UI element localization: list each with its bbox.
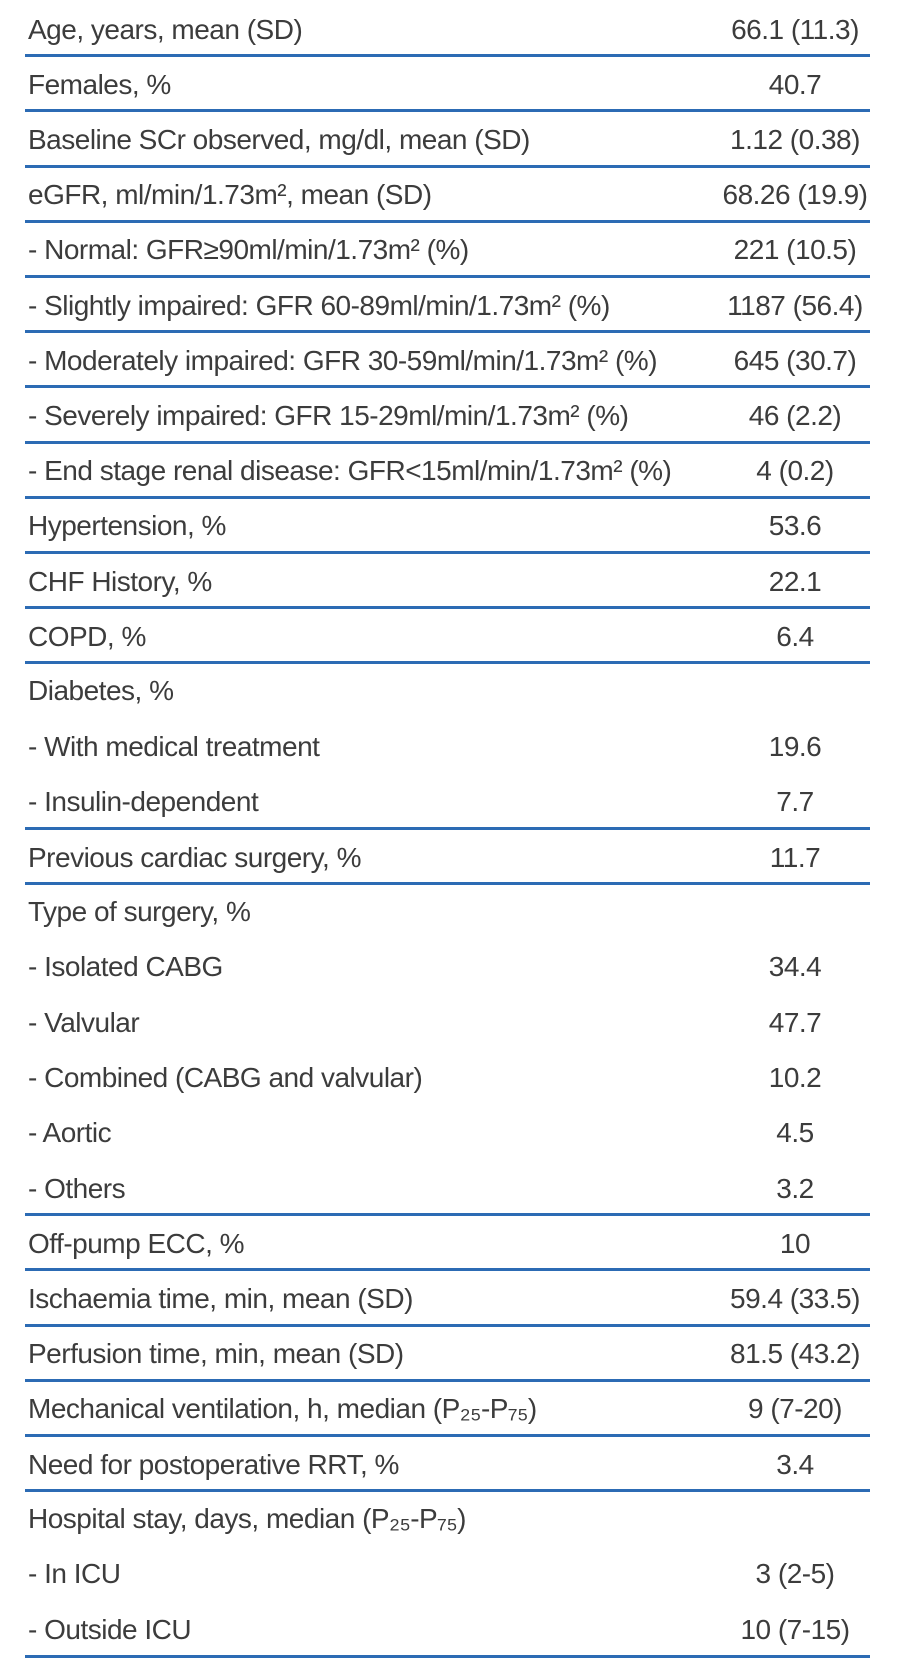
table-row: - Isolated CABG 34.4 — [25, 940, 870, 995]
row-label: Ischaemia time, min, mean (SD) — [28, 1283, 413, 1314]
row-value: 46 (2.2) — [748, 400, 842, 431]
table-row: eGFR, ml/min/1.73m², mean (SD) 68.26 (19… — [25, 168, 870, 223]
row-label: Previous cardiac surgery, % — [28, 841, 362, 873]
table-row: - Severely impaired: GFR 15-29ml/min/1.7… — [25, 388, 870, 444]
row-value: 10 — [779, 1227, 811, 1259]
row-value: 81.5 (43.2) — [730, 1338, 860, 1370]
table-row: - Normal: GFR≥90ml/min/1.73m² (%) 221 (1… — [25, 223, 870, 278]
row-value: 47.7 — [768, 1006, 822, 1038]
row-label: - Combined (CABG and valvular) — [28, 1061, 423, 1093]
table-row: Hypertension, % 53.6 — [25, 499, 870, 554]
table-row: Females, % 40.7 — [25, 57, 870, 113]
row-label: Type of surgery, % — [28, 896, 251, 928]
table-row: Mechanical ventilation, h, median (P₂₅-P… — [25, 1382, 870, 1437]
row-value: 7.7 — [776, 786, 814, 818]
row-label: - Insulin-dependent — [28, 786, 259, 818]
row-value: 11.7 — [769, 841, 821, 873]
table-row: - Insulin-dependent 7.7 — [25, 775, 870, 830]
table-row: - End stage renal disease: GFR<15ml/min/… — [25, 444, 870, 499]
table-row: - Moderately impaired: GFR 30-59ml/min/1… — [25, 333, 870, 389]
row-value: 4 (0.2) — [756, 455, 834, 487]
table-row: - Combined (CABG and valvular) 10.2 — [25, 1051, 870, 1106]
row-label: Females, % — [28, 68, 171, 100]
row-label: - With medical treatment — [28, 730, 320, 762]
row-label: - Moderately impaired: GFR 30-59ml/min/1… — [28, 344, 658, 376]
table-row: Off-pump ECC, % 10 — [25, 1216, 870, 1272]
row-label: - Outside ICU — [28, 1614, 192, 1646]
row-value: 22.1 — [768, 565, 822, 597]
row-value: 1187 (56.4) — [727, 289, 863, 321]
row-label: - Others — [28, 1172, 126, 1204]
row-value: 645 (30.7) — [733, 344, 857, 376]
table-row: Baseline SCr observed, mg/dl, mean (SD) … — [25, 112, 870, 168]
row-label: - Normal: GFR≥90ml/min/1.73m² (%) — [28, 234, 469, 266]
row-value: 59.4 (33.5) — [730, 1283, 860, 1314]
row-label: - Severely impaired: GFR 15-29ml/min/1.7… — [28, 400, 629, 431]
table-row: - Others 3.2 — [25, 1161, 870, 1217]
row-value: 221 (10.5) — [733, 234, 857, 266]
table-row: Hospital stay, days, median (P₂₅-P₇₅) — [25, 1492, 870, 1547]
row-value: 19.6 — [768, 730, 822, 762]
row-value: 68.26 (19.9) — [722, 179, 869, 211]
row-value: 10 (7-15) — [740, 1614, 850, 1646]
row-value: 1.12 (0.38) — [730, 124, 860, 156]
row-label: Hypertension, % — [28, 510, 226, 542]
table-row: Age, years, mean (SD) 66.1 (11.3) — [25, 2, 870, 58]
row-value: 3 (2-5) — [755, 1558, 835, 1590]
table-row: - Outside ICU 10 (7-15) — [25, 1602, 870, 1658]
row-label: - Slightly impaired: GFR 60-89ml/min/1.7… — [28, 289, 610, 321]
table-row: - Slightly impaired: GFR 60-89ml/min/1.7… — [25, 278, 870, 334]
row-label: - Aortic — [28, 1116, 112, 1148]
row-label: Baseline SCr observed, mg/dl, mean (SD) — [28, 124, 530, 156]
row-label: eGFR, ml/min/1.73m², mean (SD) — [28, 179, 432, 211]
row-label: Off-pump ECC, % — [28, 1227, 245, 1259]
row-value: 40.7 — [768, 68, 822, 100]
table-row: COPD, % 6.4 — [25, 609, 870, 665]
table-row: Diabetes, % — [25, 664, 870, 719]
row-label: - Valvular — [28, 1006, 140, 1038]
row-label: Age, years, mean (SD) — [28, 13, 303, 45]
row-label: COPD, % — [28, 620, 146, 652]
row-value: 6.4 — [776, 620, 814, 652]
row-label: Mechanical ventilation, h, median (P₂₅-P… — [28, 1393, 537, 1425]
row-label: - End stage renal disease: GFR<15ml/min/… — [28, 455, 672, 487]
row-value: 3.2 — [776, 1172, 814, 1204]
table-row: CHF History, % 22.1 — [25, 554, 870, 610]
row-value: 4.5 — [776, 1116, 814, 1148]
row-label: Perfusion time, min, mean (SD) — [28, 1338, 404, 1370]
row-label: CHF History, % — [28, 565, 212, 597]
row-label: - In ICU — [28, 1558, 121, 1590]
table-row: Perfusion time, min, mean (SD) 81.5 (43.… — [25, 1327, 870, 1382]
row-value: 9 (7-20) — [747, 1393, 843, 1425]
row-label: - Isolated CABG — [28, 951, 223, 983]
row-value: 3.4 — [776, 1448, 814, 1480]
row-label: Hospital stay, days, median (P₂₅-P₇₅) — [28, 1503, 466, 1535]
table-row: Need for postoperative RRT, % 3.4 — [25, 1437, 870, 1493]
row-value: 53.6 — [768, 510, 822, 542]
row-value: 66.1 (11.3) — [731, 13, 859, 45]
table-row: - In ICU 3 (2-5) — [25, 1547, 870, 1602]
table-row: Type of surgery, % — [25, 885, 870, 940]
table-row: Ischaemia time, min, mean (SD) 59.4 (33.… — [25, 1271, 870, 1327]
table-row: - Valvular 47.7 — [25, 995, 870, 1050]
row-value: 10.2 — [768, 1061, 822, 1093]
row-value: 34.4 — [768, 951, 822, 983]
row-label: Diabetes, % — [28, 675, 174, 707]
table-row: - With medical treatment 19.6 — [25, 719, 870, 774]
table-row: Previous cardiac surgery, % 11.7 — [25, 830, 870, 885]
row-label: Need for postoperative RRT, % — [28, 1448, 399, 1480]
table-row: - Aortic 4.5 — [25, 1106, 870, 1161]
